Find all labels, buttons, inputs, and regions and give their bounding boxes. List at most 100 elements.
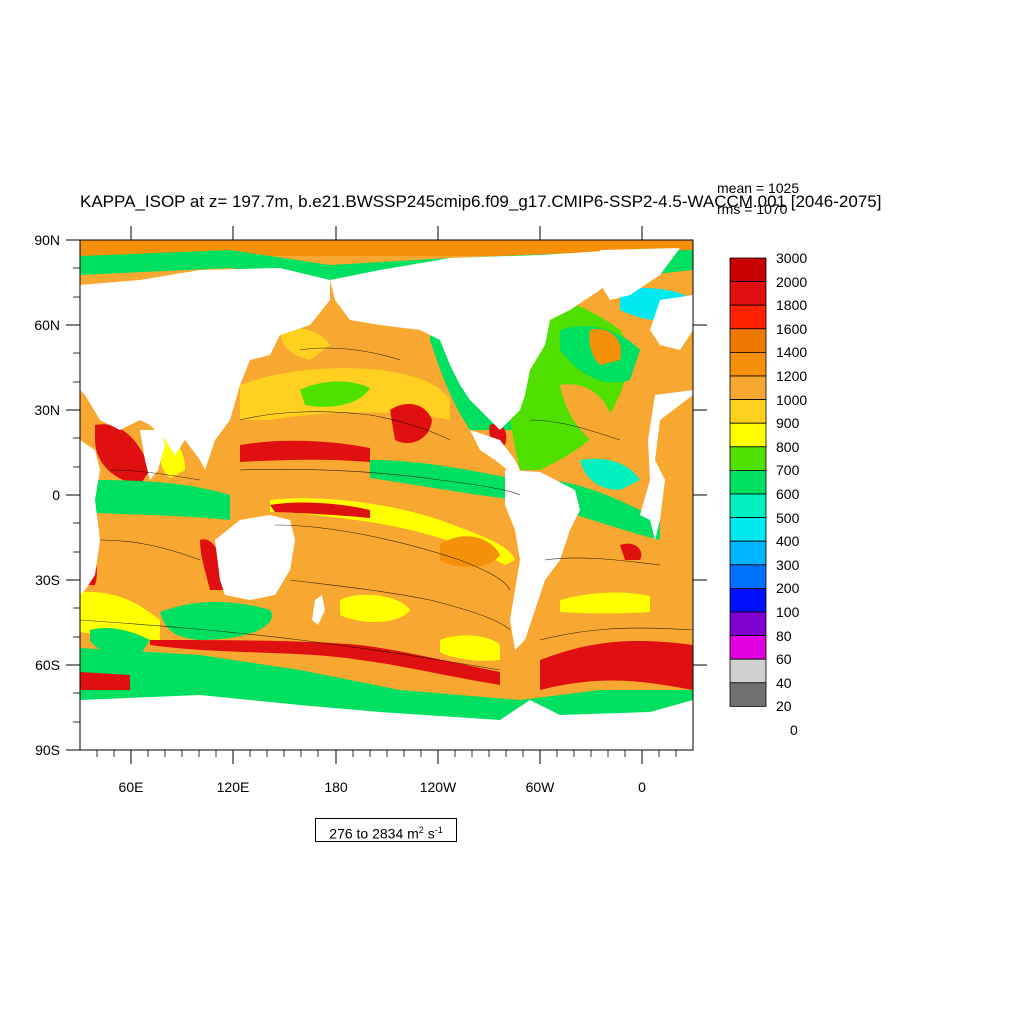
acc-red-band (150, 640, 500, 685)
colorbar-tick-label: 1400 (776, 344, 808, 361)
colorbar-tick-label: 500 (776, 509, 800, 526)
colorbar-tick-label: 800 (776, 438, 800, 455)
s-indian-green-2 (90, 628, 150, 655)
colorbar-swatch (729, 517, 767, 542)
acc-red-indian (80, 672, 130, 690)
lon-label-0: 0 (638, 779, 646, 795)
plot-title: KAPPA_ISOP at z= 197.7m, b.e21.BWSSP245c… (80, 192, 882, 211)
central-america-land (470, 430, 520, 472)
europe-land (650, 295, 693, 350)
s-atl-yellow (560, 592, 650, 614)
leeuwin-red (200, 539, 225, 590)
labrador-orange (589, 329, 621, 365)
south-america-land (505, 470, 580, 650)
eq-indian-green (80, 480, 230, 520)
colorbar-tick-label: 700 (776, 462, 800, 479)
north-america-land (330, 250, 630, 430)
lon-label-60e: 60E (118, 779, 144, 795)
colorbar-swatch (729, 540, 767, 566)
range-text: 276 to 2834 m (329, 825, 419, 842)
lon-label-120e: 120E (216, 779, 250, 795)
greenland-land (598, 248, 680, 300)
mean-stat: mean = 1025 (717, 180, 800, 196)
colorbar-swatch (729, 611, 767, 637)
australia-land (215, 515, 295, 600)
colorbar-tick-label: 400 (776, 533, 800, 550)
colorbar-swatch (729, 399, 767, 424)
axis-ticks (66, 226, 707, 764)
colorbar-swatch (729, 658, 767, 684)
colorbar-tick-label: 60 (776, 651, 792, 668)
colorbar-swatch (729, 682, 767, 707)
colorbar-swatch (729, 493, 767, 519)
land-masses (80, 248, 693, 750)
lon-label-120w: 120W (419, 779, 457, 795)
colorbar-swatch (729, 375, 767, 401)
colorbar-tick-label: 80 (776, 627, 792, 644)
east-africa-land (80, 440, 100, 595)
colorbar-tick-label: 100 (776, 604, 800, 620)
colorbar-tick-label: 200 (776, 580, 800, 597)
colorbar-tick-label: 900 (776, 415, 800, 432)
nz-land (312, 595, 325, 625)
west-africa-land (640, 390, 693, 540)
colorbar-swatch (729, 304, 767, 330)
data-range-box: 276 to 2834 m2 s-1 (315, 818, 457, 842)
lat-label-30s: 30S (35, 572, 60, 588)
range-m-exponent: 2 (418, 825, 424, 835)
colorbar-tick-label: 40 (776, 674, 792, 691)
gulf-stream-orange (560, 384, 615, 440)
rms-stat: rms = 1070 (717, 201, 788, 217)
colorbar-swatch (729, 257, 767, 283)
range-s-exponent: -1 (434, 825, 443, 835)
ne-pac-red (390, 404, 432, 444)
n-pac-green (300, 381, 370, 407)
lon-label-60w: 60W (525, 779, 555, 795)
colorbar-swatch (729, 328, 767, 353)
lon-label-180: 180 (324, 779, 348, 795)
colorbar-tick-label: 1000 (776, 391, 808, 408)
acc-red-band-atl (540, 640, 693, 690)
s-pac-yellow (340, 594, 410, 622)
colorbar-swatch (729, 446, 767, 471)
colorbar-swatch (729, 588, 767, 613)
colorbar-swatch (729, 635, 767, 660)
colorbar (729, 257, 767, 707)
lat-label-90n: 90N (34, 232, 60, 248)
colorbar-tick-label: 1200 (776, 368, 808, 384)
s-indian-yellow (80, 591, 160, 640)
colorbar-swatch (729, 281, 767, 306)
s-atl-red-spot (620, 543, 642, 560)
se-pac-orange (440, 536, 500, 567)
lat-label-30n: 30N (34, 402, 60, 418)
eq-pac-red (270, 502, 370, 518)
colorbar-swatch (729, 564, 767, 589)
colorbar-tick-label: 2000 (776, 273, 808, 290)
s-pac-yellow-2 (440, 635, 500, 661)
n-pac-red-band (240, 440, 370, 462)
antarctica-land (80, 695, 693, 750)
colorbar-tick-label: 1800 (776, 297, 808, 314)
india-land (140, 430, 165, 480)
contour-lines (80, 347, 693, 671)
colorbar-tick-label: 0 (790, 722, 798, 738)
colorbar-tick-label: 600 (776, 486, 800, 502)
eurasia-land (80, 268, 330, 470)
colorbar-swatch (729, 351, 767, 377)
range-s-text: s (423, 825, 435, 842)
eq-pac-green (370, 460, 520, 500)
lat-label-eq: 0 (52, 487, 60, 503)
s-indian-green (160, 601, 272, 640)
colorbar-swatch (729, 422, 767, 448)
lat-label-60s: 60S (35, 657, 60, 673)
minor-ticks (73, 267, 677, 757)
kamchatka-yellow (280, 328, 330, 360)
colorbar-tick-label: 20 (776, 698, 792, 715)
arabian-red (95, 424, 150, 485)
lat-label-90s: 90S (35, 742, 60, 758)
colorbar-tick-label: 3000 (776, 250, 808, 266)
lat-label-60n: 60N (34, 317, 60, 333)
colorbar-tick-label: 1600 (776, 320, 808, 337)
